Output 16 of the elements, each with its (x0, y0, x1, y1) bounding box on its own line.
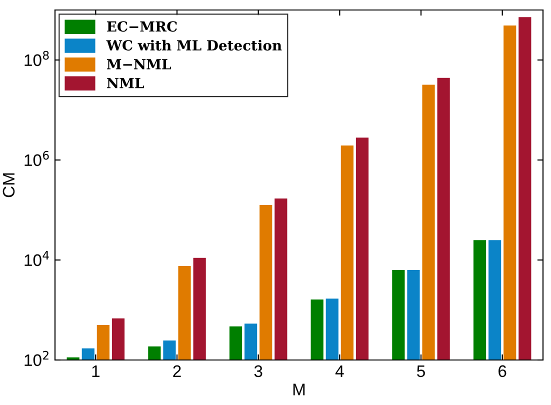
x-tick-label: 1 (92, 365, 100, 377)
y-tick-label: 10$^{4}$ (24, 251, 49, 266)
y-tick-label: 10$^{8}$ (24, 50, 49, 66)
y-tick-label: 10$^{6}$ (24, 150, 49, 166)
y-tick-label: 10$^{2}$ (24, 350, 48, 366)
legend-label: NML (107, 78, 144, 88)
x-tick-label: 6 (498, 365, 506, 378)
x-tick-label: 4 (335, 365, 344, 377)
x-tick-label: 3 (254, 365, 262, 378)
legend-label: EC−MRC (107, 21, 177, 32)
legend-label: WC with ML Detection (106, 40, 282, 51)
y-axis-title: CM (2, 173, 15, 198)
x-tick-label: 5 (417, 365, 425, 378)
legend-label: M−NML (106, 59, 171, 70)
x-tick-label: 2 (173, 365, 181, 377)
x-axis-title: M (293, 384, 305, 396)
